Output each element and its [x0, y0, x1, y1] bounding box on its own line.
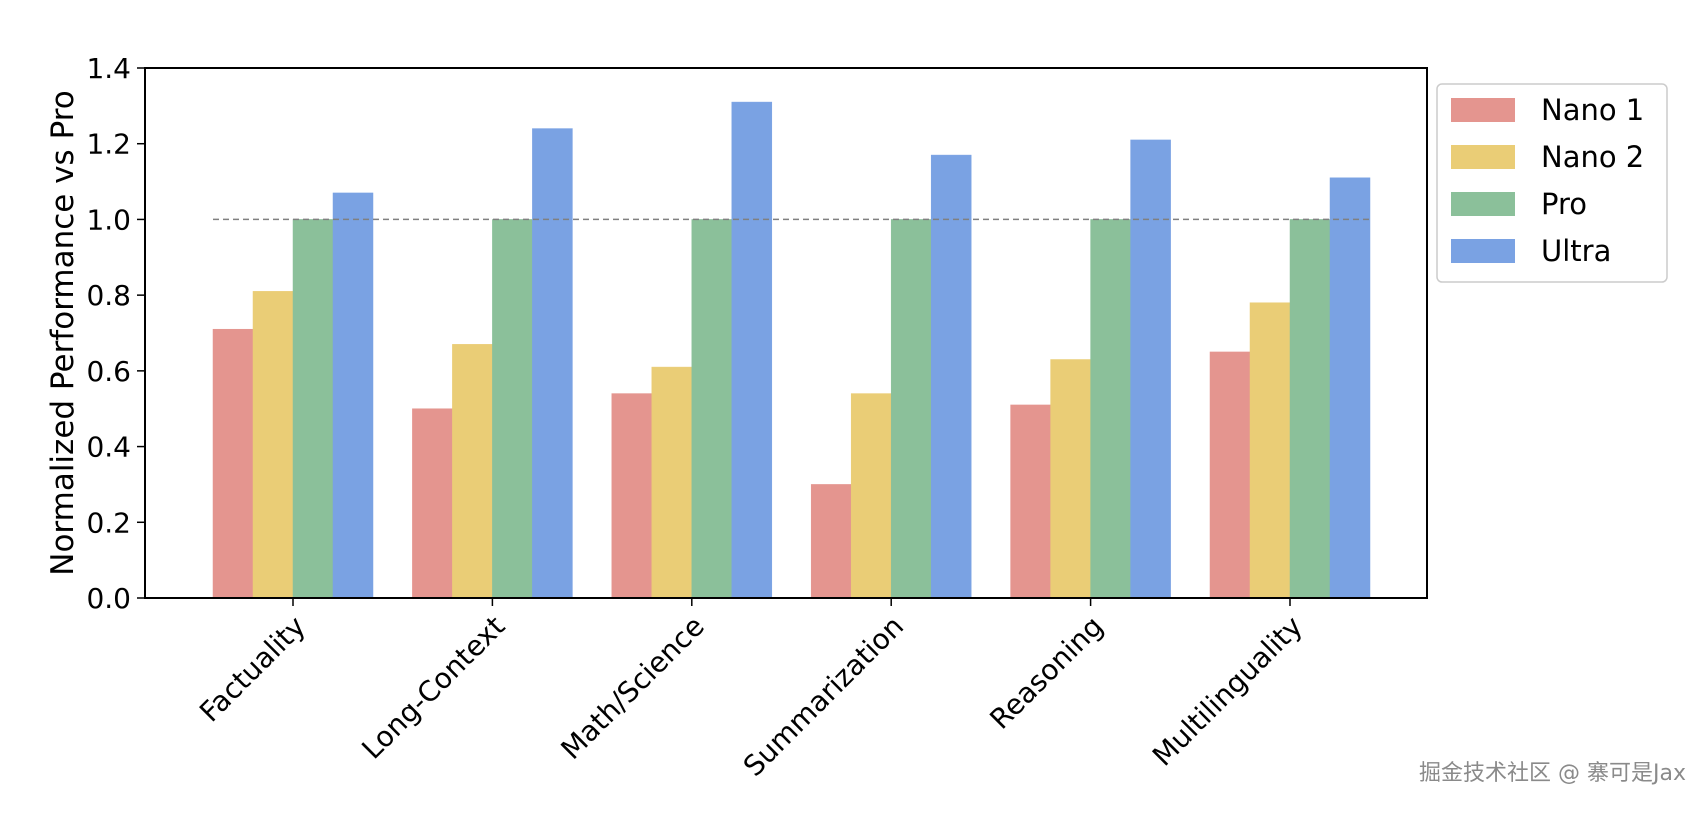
bar-ultra-summarization	[930, 154, 972, 599]
bar-nano-1-math-science	[611, 393, 653, 599]
bar-nano-1-multilinguality	[1209, 351, 1251, 599]
legend-swatch	[1451, 98, 1515, 122]
bar-nano-2-summarization	[850, 393, 892, 599]
y-tick-label: 0.4	[86, 431, 131, 464]
y-tick-label: 1.4	[86, 52, 131, 85]
bar-nano-2-multilinguality	[1249, 302, 1291, 599]
x-tick-label: Reasoning	[983, 610, 1109, 736]
legend-label: Nano 1	[1541, 93, 1644, 127]
bars	[212, 101, 1371, 599]
x-tick-label: Summarization	[737, 610, 910, 783]
legend-box	[1436, 83, 1668, 283]
plot-frame	[144, 67, 1428, 599]
bar-nano-2-math-science	[651, 366, 693, 599]
bar-nano-2-long-context	[452, 344, 493, 599]
bar-nano-1-factuality	[212, 328, 254, 599]
legend-label: Pro	[1541, 187, 1587, 221]
x-axis-ticks: Factuality Long-Context Math/Science Summar…	[193, 598, 1309, 783]
legend-label: Nano 2	[1541, 140, 1644, 174]
bar-pro-long-context	[492, 219, 533, 599]
legend: Nano 1 Nano 2 Pro Ultra	[1436, 83, 1668, 283]
bar-ultra-factuality	[332, 192, 374, 599]
y-tick-label: 0.6	[86, 355, 131, 388]
legend-swatch	[1451, 145, 1515, 169]
bar-ultra-reasoning	[1130, 139, 1171, 599]
y-tick-label: 0.0	[86, 582, 131, 615]
bar-pro-factuality	[292, 219, 334, 599]
legend-swatch	[1451, 192, 1515, 216]
bar-nano-1-summarization	[810, 484, 852, 599]
x-tick-label: Multilinguality	[1146, 610, 1309, 773]
legend-swatch	[1451, 239, 1515, 263]
y-tick-label: 0.2	[86, 506, 131, 539]
y-tick-label: 1.0	[86, 203, 131, 236]
bar-pro-multilinguality	[1289, 219, 1331, 599]
bar-nano-2-reasoning	[1050, 359, 1091, 599]
legend-label: Ultra	[1541, 234, 1611, 268]
bar-ultra-multilinguality	[1329, 177, 1371, 599]
bar-ultra-math-science	[731, 101, 773, 599]
y-axis-ticks: 0.0 0.2 0.4 0.6 0.8 1.0 1.2 1.4	[86, 52, 145, 615]
bar-ultra-long-context	[532, 128, 573, 599]
y-tick-label: 1.2	[86, 128, 131, 161]
watermark: 掘金技术社区 @ 寨可是Jax	[1419, 761, 1686, 786]
x-tick-label: Factuality	[193, 610, 312, 729]
x-tick-label: Long-Context	[355, 610, 511, 766]
bar-nano-1-reasoning	[1010, 404, 1051, 599]
bar-nano-2-factuality	[252, 291, 294, 599]
y-axis-label: Normalized Performance vs Pro	[45, 90, 81, 575]
x-tick-label: Math/Science	[554, 610, 710, 766]
bar-pro-math-science	[691, 219, 733, 599]
y-tick-label: 0.8	[86, 279, 131, 312]
bar-pro-summarization	[890, 219, 932, 599]
bar-nano-1-long-context	[412, 408, 453, 599]
bar-pro-reasoning	[1090, 219, 1131, 599]
